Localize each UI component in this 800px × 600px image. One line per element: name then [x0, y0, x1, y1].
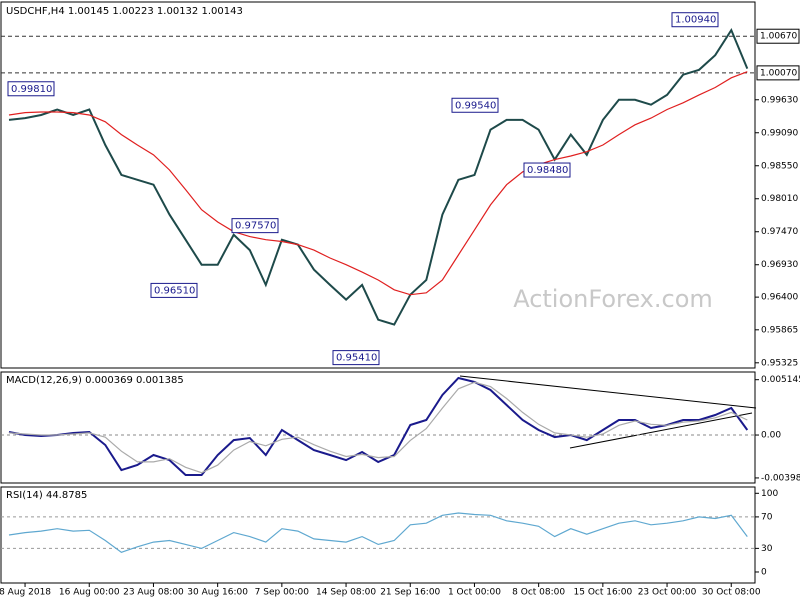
annotation-label: 0.98480	[527, 165, 568, 176]
rsi-panel	[0, 486, 756, 584]
series-line	[8, 381, 748, 474]
annotation-box	[231, 218, 279, 234]
x-tick-label: 14 Sep 08:00	[316, 588, 376, 598]
x-tick-label: 30 Oct 08:00	[702, 588, 761, 598]
x-tick-label: 7 Sep 00:00	[255, 588, 310, 598]
x-tick-label: 23 Aug 08:00	[123, 588, 184, 598]
series-line	[8, 71, 748, 296]
y-tick-label: 0.95325	[761, 358, 798, 368]
y-tick-label: 0.005145	[761, 375, 800, 385]
annotation-box	[671, 12, 719, 28]
y-tick-label: 0.98010	[761, 194, 798, 204]
annotation-label: 0.99810	[11, 84, 52, 95]
y-tick-label: 0	[761, 567, 767, 577]
annotation-box	[523, 162, 571, 178]
panel-title: MACD(12,26,9) 0.000369 0.001385	[6, 375, 184, 386]
x-tick-label: 15 Oct 16:00	[574, 588, 633, 598]
y-tick-label: 0.00	[761, 431, 781, 441]
y-tick-label: 100	[761, 489, 778, 499]
x-tick-label: 21 Sep 16:00	[380, 588, 440, 598]
x-tick-label: 8 Aug 2018	[0, 588, 51, 598]
y-tick-label: 70	[761, 512, 773, 522]
y-tick-label: 0.99630	[761, 95, 798, 105]
y-tick-label: -0.003989	[761, 473, 800, 483]
annotation-box	[150, 282, 198, 298]
annotation-label: 0.97570	[235, 221, 276, 232]
trend-line	[569, 412, 753, 449]
y-tick-label: 0.98550	[761, 161, 798, 171]
annotation-label: 0.95410	[336, 353, 377, 364]
x-tick-label: 8 Oct 08:00	[512, 588, 565, 598]
macd-panel	[0, 371, 756, 484]
price-panel	[0, 1, 756, 369]
chart-title: USDCHF,H4 1.00145 1.00223 1.00132 1.0014…	[6, 6, 243, 17]
level-label: 1.00670	[760, 32, 797, 42]
series-line	[8, 512, 748, 553]
level-box	[756, 28, 800, 44]
x-tick-label: 30 Aug 16:00	[187, 588, 248, 598]
annotation-label: 1.00940	[675, 15, 716, 26]
annotation-label: 0.99540	[455, 100, 496, 111]
watermark: ActionForex.com	[513, 285, 713, 313]
annotation-box	[7, 81, 55, 97]
y-tick-label: 30	[761, 544, 773, 554]
y-tick-label: 0.99090	[761, 128, 798, 138]
y-tick-label: 0.97470	[761, 227, 798, 237]
y-tick-label: 0.95865	[761, 325, 798, 335]
x-tick-label: 16 Aug 00:00	[59, 588, 120, 598]
x-tick-label: 1 Oct 00:00	[448, 588, 501, 598]
trend-line	[459, 375, 757, 409]
series-line	[8, 27, 749, 326]
level-box	[756, 65, 800, 81]
y-tick-label: 0.96930	[761, 260, 798, 270]
level-label: 1.00070	[760, 68, 797, 78]
series-line	[8, 376, 749, 476]
annotation-label: 0.96510	[154, 285, 195, 296]
annotation-box	[451, 97, 499, 113]
x-tick-label: 23 Oct 00:00	[638, 588, 697, 598]
y-tick-label: 0.96400	[761, 293, 798, 303]
annotation-box	[332, 350, 380, 366]
panel-title: RSI(14) 44.8785	[6, 490, 87, 501]
